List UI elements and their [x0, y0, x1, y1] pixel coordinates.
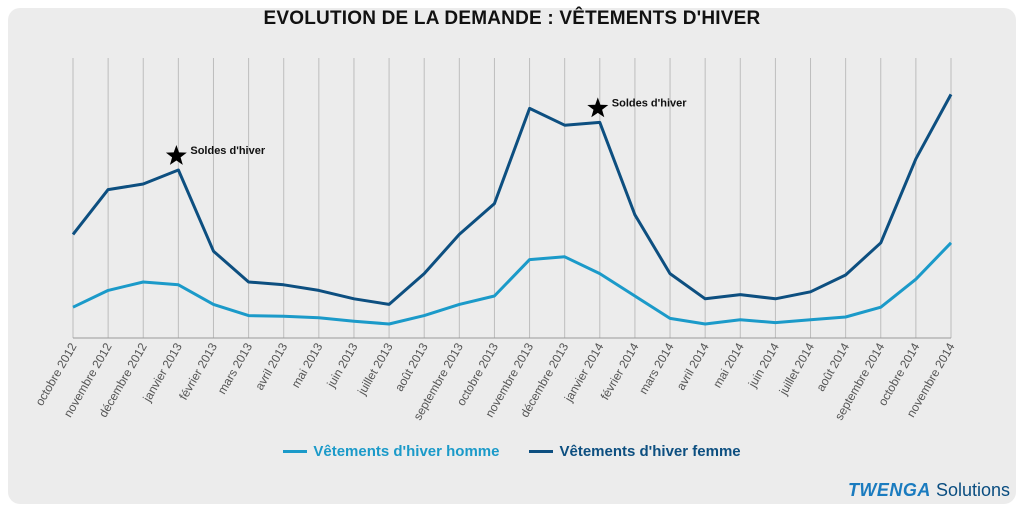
- x-tick-label: août 2014: [813, 340, 852, 394]
- x-tick-label: avril 2014: [674, 340, 712, 392]
- annotations: Soldes d'hiver Soldes d'hiver: [165, 97, 687, 165]
- x-tick-label: mars 2014: [636, 340, 677, 396]
- series-line-femme: [71, 93, 953, 306]
- annotation-label: Soldes d'hiver: [190, 145, 265, 157]
- x-tick-label: avril 2013: [252, 340, 290, 392]
- series-lines: [71, 93, 953, 326]
- grid-lines: [72, 58, 952, 338]
- x-tick-label: mars 2013: [215, 340, 256, 396]
- annotation-label: Soldes d'hiver: [612, 97, 687, 109]
- x-tick-label: juin 2013: [324, 340, 361, 390]
- x-tick-label: juin 2014: [745, 340, 782, 390]
- legend-item-homme: Vêtements d'hiver homme: [283, 443, 499, 460]
- series-line-homme: [72, 241, 953, 326]
- legend-swatch-femme: [529, 450, 554, 453]
- legend-label-femme: Vêtements d'hiver femme: [559, 443, 741, 460]
- legend-swatch-homme: [283, 450, 308, 453]
- brand-logo: TWENGA Solutions: [848, 480, 1010, 501]
- star-icon: [587, 97, 609, 118]
- x-tick-label: juillet 2013: [354, 340, 395, 398]
- brand-suffix: Solutions: [930, 480, 1010, 500]
- chart-title: EVOLUTION DE LA DEMANDE : VÊTEMENTS D'HI…: [263, 8, 761, 29]
- brand-name: TWENGA: [847, 480, 931, 500]
- legend-item-femme: Vêtements d'hiver femme: [529, 443, 741, 460]
- x-tick-label: août 2013: [392, 340, 431, 394]
- star-icon: [165, 145, 187, 165]
- x-tick-label: juillet 2014: [776, 340, 817, 398]
- chart-card: [8, 8, 1016, 504]
- x-tick-label: mai 2013: [289, 340, 326, 390]
- legend-label-homme: Vêtements d'hiver homme: [313, 443, 500, 460]
- legend: Vêtements d'hiver homme Vêtements d'hive…: [0, 443, 1024, 460]
- x-tick-label: mai 2014: [710, 340, 747, 390]
